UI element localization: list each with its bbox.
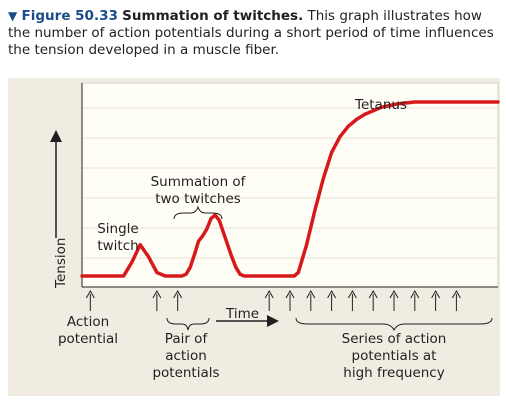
action-potential-arrowhead xyxy=(152,289,162,299)
plot-area xyxy=(81,82,499,288)
single-twitch-label: Single twitch xyxy=(97,221,139,254)
summation-label: Summation of two twitches xyxy=(151,174,247,207)
action-potential-arrowhead xyxy=(451,289,461,299)
pair-label: Pair of action potentials xyxy=(152,331,219,381)
action-potential-arrowhead xyxy=(368,289,378,299)
action-potential-arrows xyxy=(85,289,461,311)
y-axis-label: Tension xyxy=(53,238,69,289)
action-potential-arrowhead xyxy=(173,289,183,299)
tetanus-label: Tetanus xyxy=(354,97,407,113)
action-potential-label: Action potential xyxy=(58,314,118,347)
series-label: Series of action potentials at high freque… xyxy=(342,331,447,381)
tension-curve xyxy=(80,100,500,278)
twitch-chart: Tension Time Single twitch Summation of tw… xyxy=(50,82,500,381)
pair-brace xyxy=(166,317,210,331)
figure-caption: ▼ Figure 50.33 Summation of twitches. Th… xyxy=(8,8,500,59)
action-potential-arrowhead xyxy=(327,289,337,299)
caption-triangle-icon: ▼ xyxy=(8,9,18,23)
series-brace xyxy=(295,317,493,332)
summation-brace xyxy=(173,205,223,220)
action-potential-arrowhead xyxy=(410,289,420,299)
x-axis-label: Time xyxy=(225,306,259,322)
action-potential-arrowhead xyxy=(389,289,399,299)
caption-body: This graph illustrates how the number of… xyxy=(8,8,494,58)
figure-label: Figure 50.33 xyxy=(21,8,118,24)
figure-title: Summation of twitches. xyxy=(122,8,304,24)
action-potential-arrowhead xyxy=(264,289,274,299)
action-potential-arrowhead xyxy=(285,289,295,299)
gridlines xyxy=(82,107,498,259)
figure-panel: Tension Time Single twitch Summation of tw… xyxy=(8,78,500,396)
action-potential-arrowhead xyxy=(431,289,441,299)
action-potential-arrowhead xyxy=(306,289,316,299)
action-potential-arrowhead xyxy=(85,289,95,299)
action-potential-arrowhead xyxy=(347,289,357,299)
